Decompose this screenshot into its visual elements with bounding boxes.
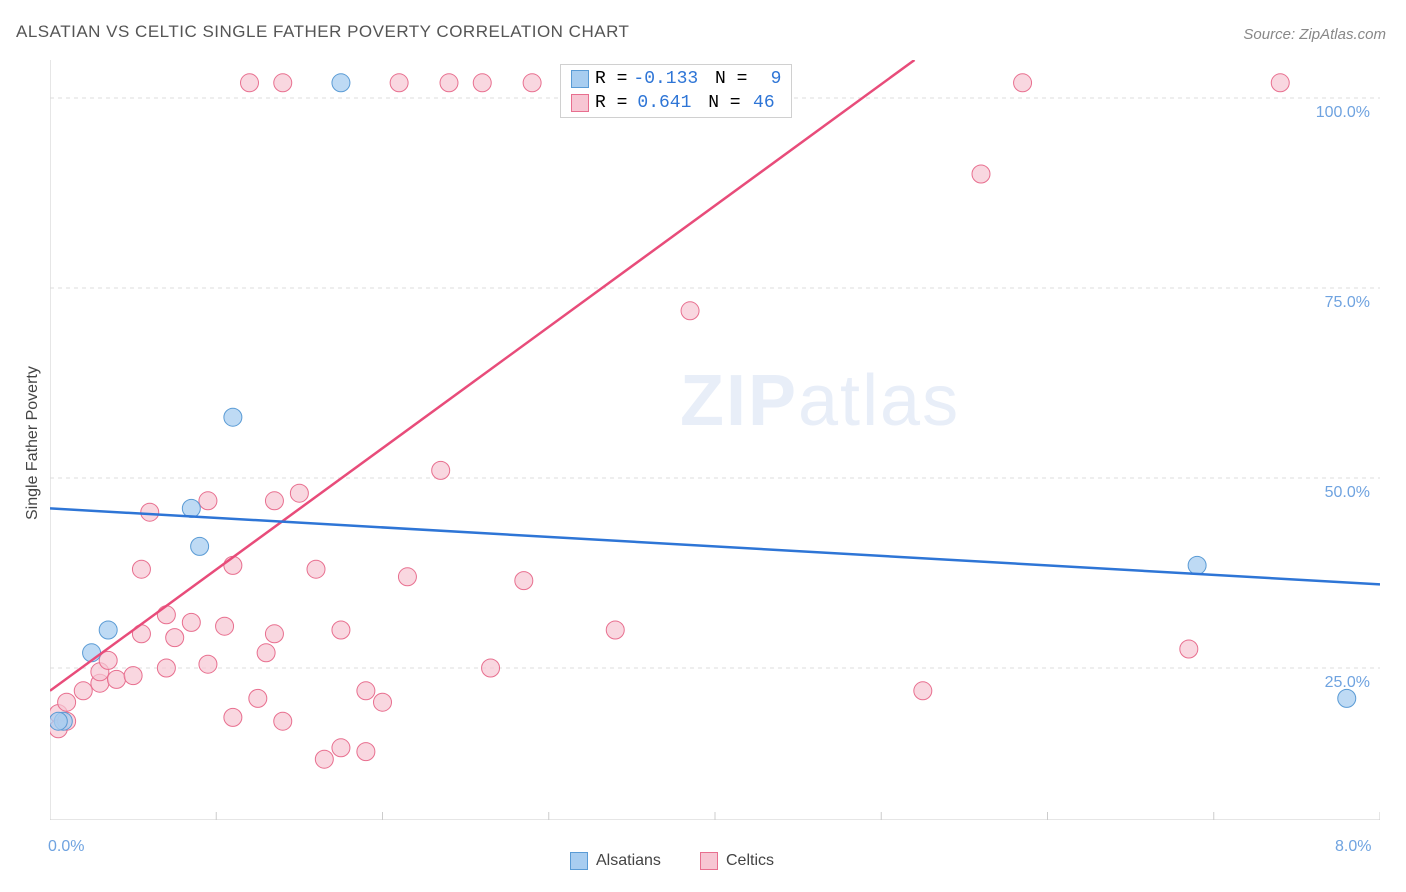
stats-n-label: N = [704,69,747,89]
legend-alsatians: Alsatians [570,852,661,870]
stats-row-celtics: R = 0.641 N = 46 [571,93,781,113]
legend-label-alsatians: Alsatians [596,852,661,870]
stats-box: R = -0.133 N = 9 R = 0.641 N = 46 [560,64,792,118]
stats-n-alsatians: 9 [753,69,781,89]
y-grid-label: 25.0% [1310,674,1370,692]
source-prefix: Source: [1243,26,1299,43]
legend-label-celtics: Celtics [726,852,774,870]
stats-r-celtics: 0.641 [633,93,691,113]
scatter-chart [50,60,1380,820]
legend-swatch-celtics [700,852,718,870]
x-axis-first-label: 0.0% [48,838,84,856]
legend-celtics: Celtics [700,852,774,870]
chart-source: Source: ZipAtlas.com [1243,26,1386,43]
x-axis-last-label: 8.0% [1335,838,1371,856]
y-grid-label: 75.0% [1310,294,1370,312]
stats-row-alsatians: R = -0.133 N = 9 [571,69,781,89]
stats-r-label: R = [595,93,627,113]
stats-n-label: N = [697,93,740,113]
y-axis-label: Single Father Poverty [24,366,42,520]
stats-r-alsatians: -0.133 [633,69,698,89]
legend-swatch-alsatians [570,852,588,870]
stats-r-label: R = [595,69,627,89]
y-grid-label: 100.0% [1310,104,1370,122]
chart-title: ALSATIAN VS CELTIC SINGLE FATHER POVERTY… [16,22,629,42]
stats-n-celtics: 46 [747,93,775,113]
stats-swatch-alsatians [571,70,589,88]
y-grid-label: 50.0% [1310,484,1370,502]
source-name: ZipAtlas.com [1299,26,1386,43]
stats-swatch-celtics [571,94,589,112]
